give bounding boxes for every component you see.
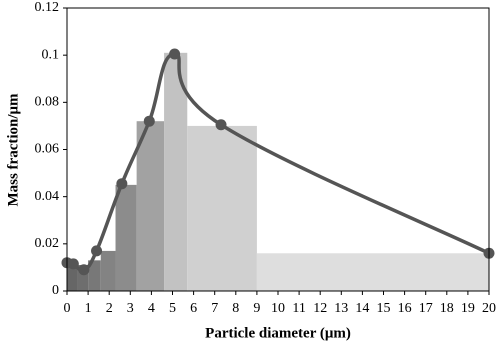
histogram-bar: [88, 260, 101, 291]
x-tick-label: 3: [127, 301, 134, 316]
x-tick-label: 0: [64, 301, 71, 316]
histogram-bar: [256, 253, 489, 291]
line-marker: [169, 48, 181, 60]
y-tick-label: 0.08: [35, 95, 60, 110]
histogram-bar: [187, 125, 257, 292]
y-tick-label: 0.12: [35, 0, 60, 15]
x-tick-label: 5: [169, 301, 176, 316]
line-marker: [215, 119, 227, 131]
line-marker: [67, 258, 79, 270]
x-tick-label: 7: [211, 301, 218, 316]
histogram-bar: [100, 250, 116, 291]
line-marker: [78, 264, 90, 276]
histogram-bar: [67, 262, 78, 291]
y-tick-label: 0.04: [35, 189, 60, 204]
x-tick-label: 16: [398, 301, 412, 316]
x-tick-label: 20: [482, 301, 496, 316]
x-tick-label: 4: [148, 301, 155, 316]
x-tick-label: 6: [190, 301, 197, 316]
line-marker: [91, 245, 103, 257]
x-axis-title: Particle diameter (μm): [205, 325, 351, 341]
x-tick-label: 10: [271, 301, 285, 316]
histogram-bar: [164, 52, 188, 291]
x-tick-label: 2: [106, 301, 113, 316]
x-tick-label: 14: [355, 301, 369, 316]
y-tick-label: 0: [52, 283, 59, 298]
x-tick-label: 17: [419, 301, 433, 316]
x-tick-label: 8: [232, 301, 239, 316]
y-tick-label: 0.1: [42, 47, 60, 62]
histogram-bar: [77, 265, 89, 291]
x-tick-label: 11: [292, 301, 305, 316]
x-tick-label: 15: [377, 301, 391, 316]
x-tick-label: 13: [334, 301, 348, 316]
x-tick-label: 19: [461, 301, 475, 316]
histogram-bar: [136, 121, 165, 291]
histogram-bar: [115, 184, 137, 291]
line-marker: [143, 115, 155, 127]
x-tick-label: 18: [440, 301, 454, 316]
y-tick-label: 0.02: [35, 236, 60, 251]
x-tick-label: 1: [85, 301, 92, 316]
x-tick-label: 12: [313, 301, 327, 316]
line-marker: [116, 178, 128, 190]
x-tick-label: 9: [253, 301, 260, 316]
y-axis-title: Mass fraction/μm: [5, 93, 21, 207]
y-tick-label: 0.06: [35, 142, 60, 157]
